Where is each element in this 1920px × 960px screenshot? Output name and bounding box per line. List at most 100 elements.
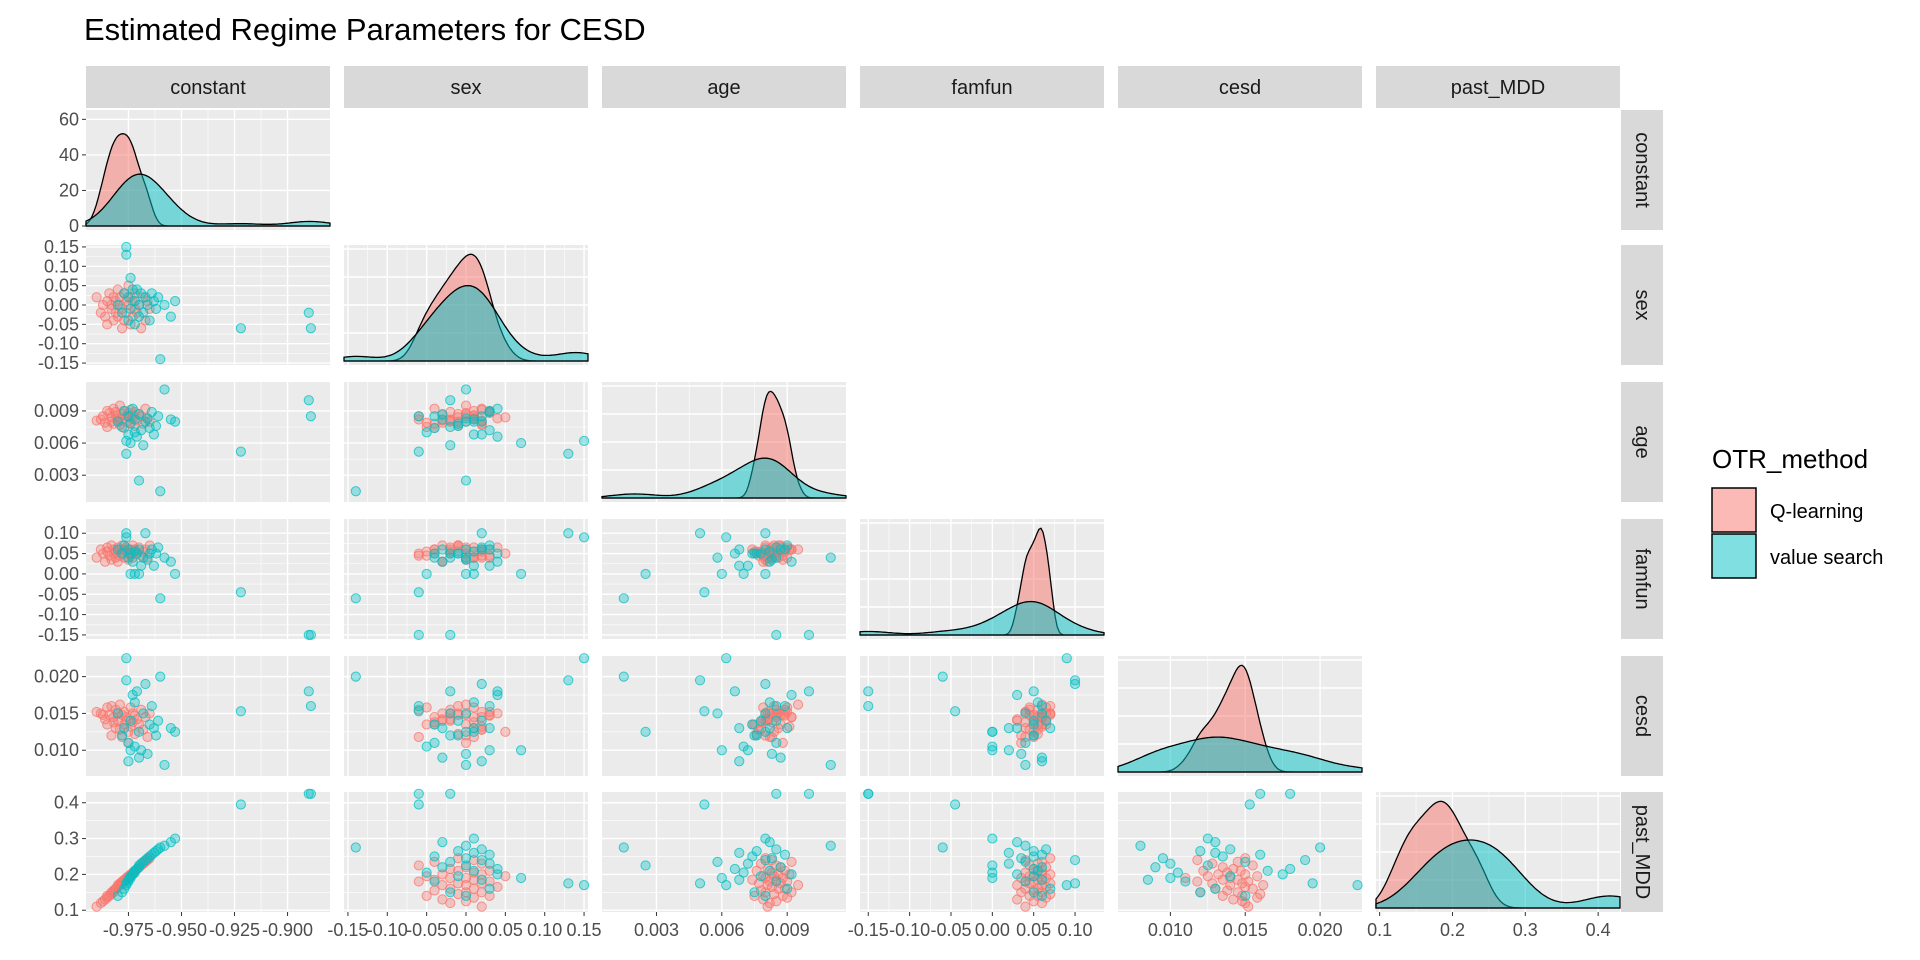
data-point-value-search — [468, 723, 479, 734]
tick-label-y-cesd: 0.020 — [34, 667, 79, 687]
data-point-q-learning — [476, 721, 487, 732]
tick-label-y-past_MDD: 0.1 — [54, 900, 79, 920]
panel-past_MDD-vs-constant — [86, 788, 330, 912]
data-point-value-search — [578, 435, 590, 447]
data-point-value-search — [987, 726, 998, 737]
data-point-value-search — [721, 532, 732, 543]
data-point-value-search — [142, 554, 153, 565]
tick-label-y-sex: -0.15 — [38, 353, 79, 373]
data-point-value-search — [437, 556, 448, 567]
data-point-q-learning — [1258, 880, 1269, 891]
data-point-value-search — [1202, 833, 1213, 844]
tick-label-y-density: 60 — [59, 109, 79, 129]
data-point-value-search — [140, 528, 151, 539]
data-point-value-search — [445, 788, 456, 799]
data-point-value-search — [764, 865, 775, 876]
data-point-value-search — [1036, 752, 1048, 763]
tick-label-y-sex: -0.05 — [38, 314, 79, 334]
data-point-value-search — [119, 723, 130, 734]
data-point-q-learning — [500, 548, 511, 559]
density-area-value-search — [1117, 736, 1363, 773]
strip-top-age — [602, 66, 846, 108]
data-point-value-search — [468, 560, 479, 571]
panel-background — [602, 792, 846, 912]
data-point-q-learning — [747, 874, 758, 885]
data-point-value-search — [779, 544, 791, 555]
panel-past_MDD-vs-cesd — [1118, 788, 1363, 912]
data-point-q-learning — [445, 714, 456, 725]
panel-past_MDD-vs-age — [602, 788, 846, 912]
strip-top-sex — [344, 66, 588, 108]
data-point-value-search — [142, 748, 153, 760]
tick-label-x-famfun: -0.05 — [930, 920, 971, 940]
data-point-value-search — [1041, 715, 1052, 726]
data-point-value-search — [453, 420, 464, 432]
strip-right-past_MDD — [1621, 792, 1663, 912]
data-point-value-search — [453, 846, 464, 857]
data-point-value-search — [775, 752, 786, 763]
tick-label-y-past_MDD: 0.3 — [54, 829, 79, 849]
data-point-value-search — [760, 568, 771, 580]
strip-top-cesd — [1118, 66, 1362, 108]
data-point-value-search — [1165, 858, 1176, 869]
data-point-value-search — [987, 745, 998, 756]
data-point-value-search — [1016, 748, 1027, 760]
data-point-value-search — [121, 532, 132, 543]
data-point-value-search — [563, 448, 574, 459]
data-point-value-search — [165, 556, 176, 567]
data-point-value-search — [492, 686, 503, 697]
strip-right-label-sex: sex — [1631, 289, 1653, 320]
data-point-value-search — [1240, 856, 1251, 867]
data-point-q-learning — [771, 704, 782, 715]
strip-top-famfun — [860, 66, 1104, 108]
data-point-value-search — [987, 872, 998, 884]
tick-label-y-famfun: -0.05 — [38, 584, 79, 604]
data-point-value-search — [1003, 745, 1014, 756]
data-point-value-search — [170, 568, 181, 580]
data-point-value-search — [305, 700, 317, 712]
data-point-value-search — [771, 844, 782, 855]
data-point-q-learning — [484, 876, 495, 887]
data-point-q-learning — [1252, 871, 1263, 882]
data-point-value-search — [148, 429, 159, 440]
data-point-value-search — [429, 876, 440, 887]
data-point-value-search — [484, 425, 495, 436]
data-point-q-learning — [1180, 872, 1191, 884]
data-point-value-search — [476, 528, 487, 539]
data-point-value-search — [1036, 874, 1048, 885]
data-point-value-search — [468, 568, 479, 580]
data-point-value-search — [484, 544, 495, 555]
data-point-value-search — [694, 878, 706, 889]
strip-right-sex — [1621, 245, 1663, 365]
data-point-q-learning — [421, 890, 432, 901]
strip-right-cesd — [1621, 656, 1663, 776]
data-point-q-learning — [429, 403, 440, 414]
data-point-value-search — [484, 540, 495, 551]
data-point-value-search — [1012, 723, 1023, 734]
data-point-value-search — [766, 853, 778, 864]
data-point-value-search — [484, 406, 495, 418]
data-point-value-search — [751, 730, 762, 741]
tick-label-x-past_MDD: 0.3 — [1513, 920, 1538, 940]
data-point-value-search — [133, 299, 145, 311]
data-point-q-learning — [468, 542, 479, 553]
data-point-value-search — [1012, 837, 1023, 848]
panel-grid: constant sex age famfun cesd past_MDD constant… — [34, 66, 1663, 940]
tick-label-y-sex: 0.00 — [44, 295, 79, 315]
data-point-value-search — [303, 395, 314, 406]
data-point-value-search — [515, 568, 527, 580]
data-point-value-search — [445, 730, 456, 741]
tick-label-y-density: 40 — [59, 145, 79, 165]
strip-right-label-famfun: famfun — [1631, 548, 1653, 609]
data-point-value-search — [492, 863, 503, 875]
data-point-value-search — [937, 671, 948, 682]
data-point-q-learning — [413, 731, 424, 743]
data-point-value-search — [153, 542, 164, 553]
data-point-value-search — [515, 872, 527, 884]
data-point-value-search — [421, 741, 432, 752]
data-point-q-learning — [786, 856, 797, 867]
data-point-value-search — [460, 416, 472, 427]
data-point-value-search — [445, 629, 456, 641]
data-point-value-search — [950, 799, 961, 810]
data-point-value-search — [235, 323, 246, 334]
